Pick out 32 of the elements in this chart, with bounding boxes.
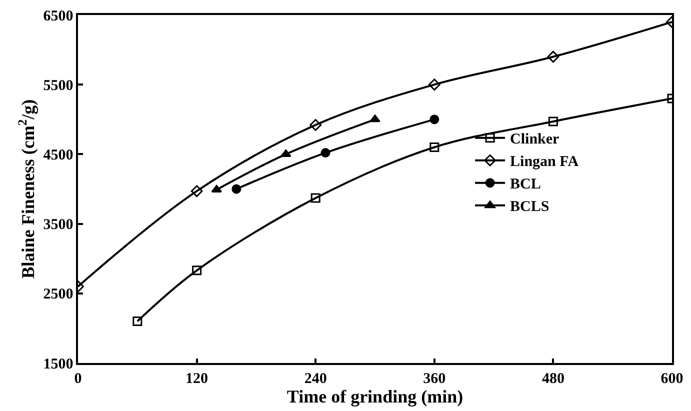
point [370, 114, 380, 122]
y-tick-label: 3500 [43, 217, 74, 234]
y-tick-label: 4500 [43, 147, 74, 164]
point [548, 116, 558, 126]
x-tick-label: 120 [186, 370, 208, 387]
x-axis-title: Time of grinding (min) [286, 386, 464, 407]
point [192, 266, 202, 276]
x-tick-label: 240 [304, 370, 327, 387]
point [547, 50, 560, 63]
legend-label: BCL [510, 176, 541, 193]
point [320, 148, 330, 158]
y-tick-label: 1500 [43, 356, 74, 372]
point [310, 193, 320, 203]
legend-label: BCLS [510, 199, 550, 216]
y-tick-label: 6500 [43, 8, 74, 24]
x-tick-label: 360 [423, 370, 446, 387]
x-tick-label: 0 [74, 370, 82, 387]
point [211, 184, 222, 192]
point [430, 142, 440, 152]
x-tick-label: 480 [542, 370, 564, 387]
point [280, 149, 292, 157]
point [132, 316, 142, 326]
point [430, 114, 440, 124]
y-tick-label: 2500 [43, 286, 74, 303]
point [428, 78, 440, 91]
x-tick-label: 600 [660, 370, 684, 387]
y-tick-label: 5500 [43, 78, 74, 94]
point [310, 119, 322, 131]
legend-label: Clinker [510, 132, 560, 148]
point [232, 184, 242, 194]
legend-label: Lingan FA [510, 154, 579, 170]
point [190, 185, 203, 198]
